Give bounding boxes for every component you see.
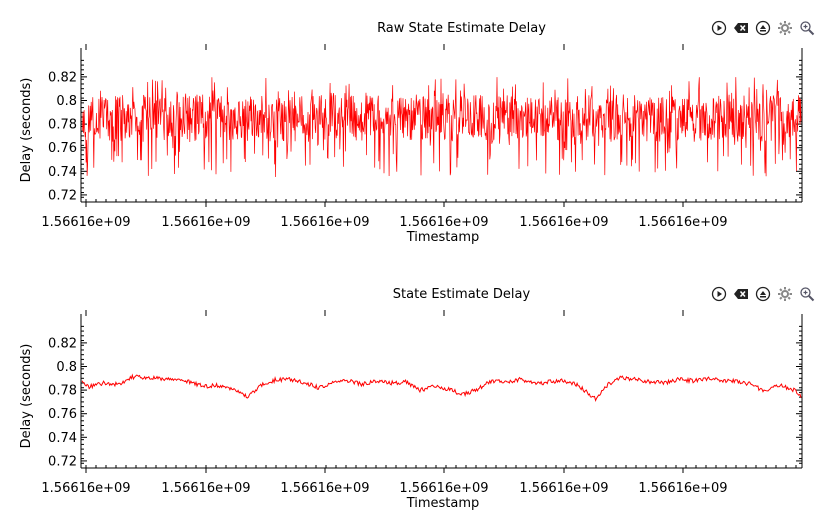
top-plot-toolbar [710,19,816,37]
y-tick-label: 0.8 [56,94,77,109]
gear-button[interactable] [776,285,794,303]
clear-icon [734,289,748,299]
y-tick-label: 0.8 [56,360,77,375]
chart-title: Raw State Estimate Delay [377,21,546,36]
y-tick-label: 0.78 [48,384,77,399]
gear-button[interactable] [776,19,794,37]
y-tick-label: 0.72 [48,188,77,203]
y-tick-label: 0.76 [48,407,77,422]
gear-icon [778,21,792,35]
y-tick-label: 0.76 [48,141,77,156]
bottom-plot-toolbar [710,285,816,303]
eject-icon [755,286,771,302]
play-button[interactable] [710,19,728,37]
y-tick-label: 0.82 [48,336,77,351]
clear-button[interactable] [732,285,750,303]
zoom-icon [800,287,815,302]
play-button[interactable] [710,285,728,303]
x-tick-label: 1.56616e+09 [399,481,488,496]
y-tick-label: 0.74 [48,165,77,180]
chart-title: State Estimate Delay [393,287,531,302]
x-tick-label: 1.56616e+09 [280,215,369,230]
eject-button[interactable] [754,19,772,37]
play-icon [711,286,727,302]
y-axis-label: Delay (seconds) [19,344,34,449]
zoom-icon [800,21,815,36]
y-tick-label: 0.78 [48,118,77,133]
x-tick-label: 1.56616e+09 [161,481,250,496]
y-tick-label: 0.72 [48,454,77,469]
eject-button[interactable] [754,285,772,303]
x-tick-label: 1.56616e+09 [638,481,727,496]
x-axis-label: Timestamp [406,496,480,511]
y-axis-label: Delay (seconds) [19,78,34,183]
y-tick-label: 0.82 [48,70,77,85]
zoom-button[interactable] [798,285,816,303]
play-icon [711,20,727,36]
x-tick-label: 1.56616e+09 [41,481,130,496]
x-tick-label: 1.56616e+09 [41,215,130,230]
y-tick-label: 0.74 [48,431,77,446]
x-tick-label: 1.56616e+09 [638,215,727,230]
x-tick-label: 1.56616e+09 [519,215,608,230]
zoom-button[interactable] [798,19,816,37]
clear-button[interactable] [732,19,750,37]
x-tick-label: 1.56616e+09 [280,481,369,496]
gear-icon [778,287,792,301]
eject-icon [755,20,771,36]
x-tick-label: 1.56616e+09 [399,215,488,230]
state-delay-series-line [81,373,802,403]
raw-delay-series-line [81,77,802,178]
x-axis-label: Timestamp [406,230,480,245]
clear-icon [734,23,748,33]
x-tick-label: 1.56616e+09 [161,215,250,230]
x-tick-label: 1.56616e+09 [519,481,608,496]
